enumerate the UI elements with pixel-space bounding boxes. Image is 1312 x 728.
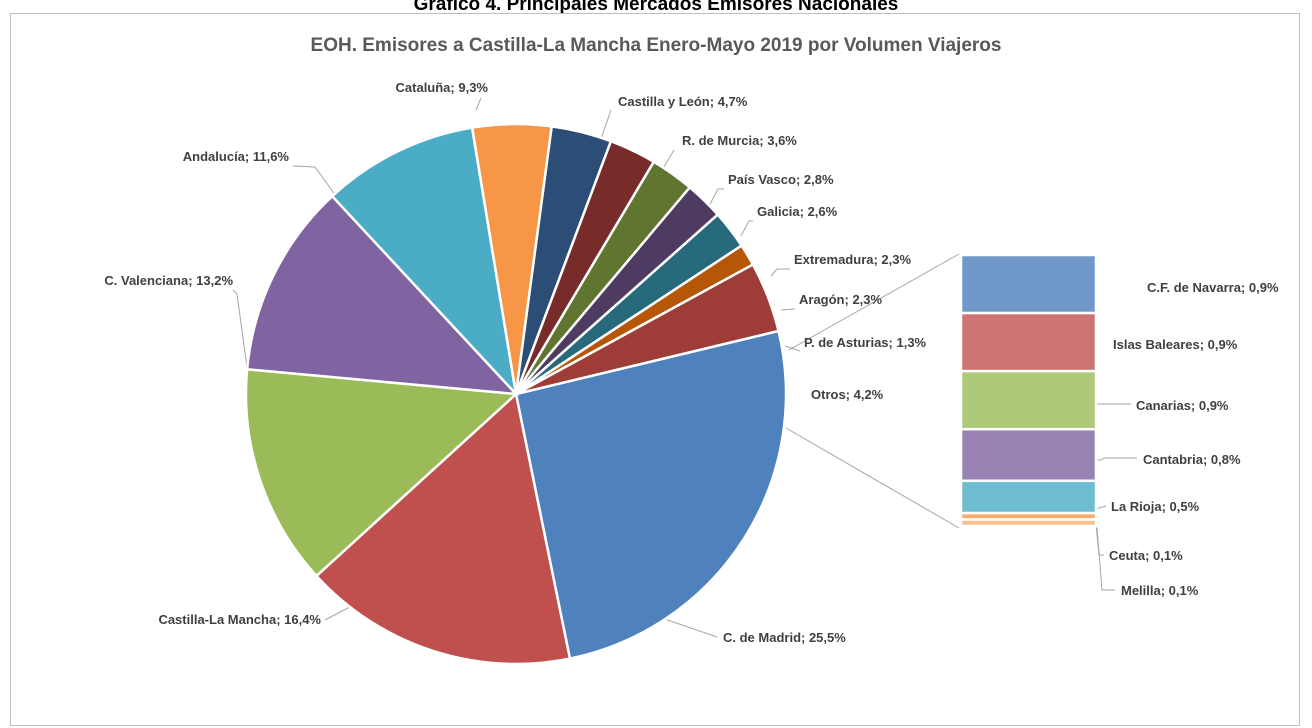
- slice-label: P. de Asturias; 1,3%: [804, 335, 927, 350]
- pie-slice: [514, 329, 788, 661]
- pie-slice: [245, 194, 520, 396]
- leader-line: [663, 149, 675, 168]
- pie-slice: [515, 262, 781, 396]
- page-title: Gráfico 4. Principales Mercados Emisores…: [413, 0, 899, 15]
- leader-line: [600, 109, 612, 140]
- slice-label: Andalucía; 11,6%: [183, 149, 290, 164]
- leader-line: [740, 220, 753, 237]
- breakdown-label: Islas Baleares; 0,9%: [1113, 337, 1238, 352]
- breakdown-label: Cantabria; 0,8%: [1143, 452, 1241, 467]
- breakdown-segment: [959, 369, 1098, 431]
- leader-line: [770, 268, 790, 277]
- slice-label: Cataluña; 9,3%: [396, 80, 489, 95]
- breakdown-segment: [959, 253, 1098, 315]
- data-labels: C. de Madrid; 25,5% Castilla-La Mancha; 1…: [104, 80, 1279, 645]
- pie-slice: [244, 367, 519, 578]
- pie-slice: [330, 126, 518, 398]
- chart-frame: EOH. Emisores a Castilla-La Mancha Enero…: [10, 13, 1300, 726]
- breakdown-segment: [959, 311, 1098, 373]
- slice-label: Castilla y León; 4,7%: [618, 94, 748, 109]
- pie-chart: EOH. Emisores a Castilla-La Mancha Enero…: [104, 35, 1279, 666]
- chart-title: EOH. Emisores a Castilla-La Mancha Enero…: [311, 35, 1002, 56]
- breakdown-bar: [959, 253, 1098, 528]
- breakdown-label: Melilla; 0,1%: [1121, 583, 1199, 598]
- connector-line: [785, 427, 960, 529]
- leader-line: [780, 308, 796, 311]
- slice-label: Extremadura; 2,3%: [794, 252, 911, 267]
- slice-label: País Vasco; 2,8%: [728, 172, 834, 187]
- pie-slice: [314, 391, 572, 666]
- slice-label: Galicia; 2,6%: [757, 204, 838, 219]
- leader-line: [232, 289, 250, 383]
- slice-label: C. de Madrid; 25,5%: [723, 630, 846, 645]
- breakdown-segment: [959, 518, 1098, 528]
- slice-label: Castilla-La Mancha; 16,4%: [158, 612, 321, 627]
- breakdown-segment: [959, 479, 1098, 515]
- leader-line: [1095, 505, 1107, 510]
- breakdown-label: Ceuta; 0,1%: [1109, 548, 1183, 563]
- connector-line: [788, 253, 960, 351]
- leader-lines: [232, 97, 1137, 638]
- leader-line: [1096, 457, 1137, 461]
- slice-label: R. de Murcia; 3,6%: [682, 133, 797, 148]
- breakdown-label: C.F. de Navarra; 0,9%: [1147, 280, 1279, 295]
- breakdown-segment: [959, 427, 1098, 483]
- slice-label: C. Valenciana; 13,2%: [104, 273, 233, 288]
- slice-label: Aragón; 2,3%: [799, 292, 883, 307]
- breakdown-label: La Rioja; 0,5%: [1111, 499, 1200, 514]
- leader-line: [708, 188, 724, 207]
- leader-line: [1096, 527, 1115, 591]
- pie-slices: [244, 122, 788, 666]
- leader-line: [475, 97, 482, 111]
- slice-label: Otros; 4,2%: [811, 387, 884, 402]
- breakdown-label: Canarias; 0,9%: [1136, 398, 1229, 413]
